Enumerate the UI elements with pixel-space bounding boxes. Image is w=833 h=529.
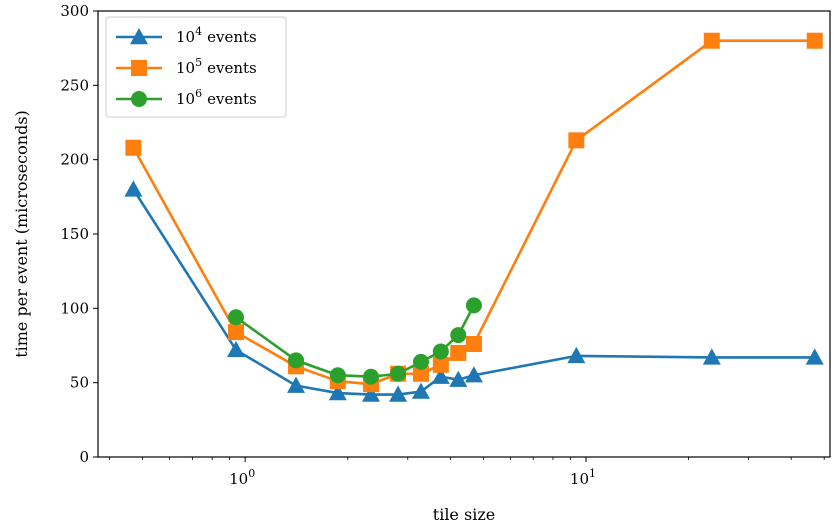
data-point (432, 343, 449, 360)
data-point (328, 384, 347, 401)
data-point (125, 139, 142, 156)
data-point (411, 382, 430, 399)
data-point (228, 309, 245, 326)
series-circle (228, 297, 482, 385)
data-point (805, 348, 824, 365)
data-point (412, 353, 429, 370)
data-point (432, 356, 449, 373)
legend-label: 106 events (176, 87, 257, 108)
data-point (329, 367, 346, 384)
data-point (449, 370, 468, 387)
data-point (390, 365, 407, 382)
data-point (227, 340, 246, 358)
legend: 104 events 105 events 106 events (105, 16, 287, 118)
y-tick-label: 200 (60, 151, 89, 169)
y-tick-label: 100 (60, 299, 89, 317)
data-point (412, 365, 429, 382)
data-point (464, 366, 483, 383)
x-tick-label: 100 (229, 467, 255, 488)
legend-box (105, 16, 287, 118)
legend-marker (131, 91, 147, 107)
series-layer (124, 32, 824, 402)
legend-marker (130, 28, 148, 45)
data-point (228, 324, 245, 341)
x-axis-label: tile size (433, 505, 495, 524)
y-axis: 0 50 100 150 200 250 300 (60, 2, 98, 466)
legend-label: 105 events (176, 56, 257, 77)
legend-label: 104 events (176, 25, 257, 46)
data-point (450, 327, 467, 344)
x-axis: 100 101 (109, 457, 825, 488)
data-point (450, 344, 467, 361)
data-point (287, 376, 306, 393)
data-point (288, 352, 305, 369)
y-tick-label: 0 (79, 448, 89, 466)
legend-marker (131, 60, 147, 76)
data-point (703, 32, 720, 49)
x-tick-label: 101 (570, 467, 596, 488)
data-point (806, 32, 823, 49)
data-point (361, 385, 380, 402)
data-point (124, 180, 143, 197)
data-point (465, 297, 482, 314)
y-tick-label: 150 (60, 225, 89, 243)
data-point (465, 336, 482, 353)
series-triangle (124, 180, 824, 402)
data-point (389, 385, 408, 402)
data-point (702, 348, 721, 365)
data-point (567, 346, 586, 364)
data-point (362, 368, 379, 385)
data-point (568, 132, 585, 149)
y-tick-label: 300 (60, 2, 89, 20)
data-point (431, 367, 450, 384)
y-axis-label: time per event (microseconds) (12, 110, 31, 358)
y-tick-label: 50 (70, 374, 89, 392)
y-tick-label: 250 (60, 76, 89, 94)
